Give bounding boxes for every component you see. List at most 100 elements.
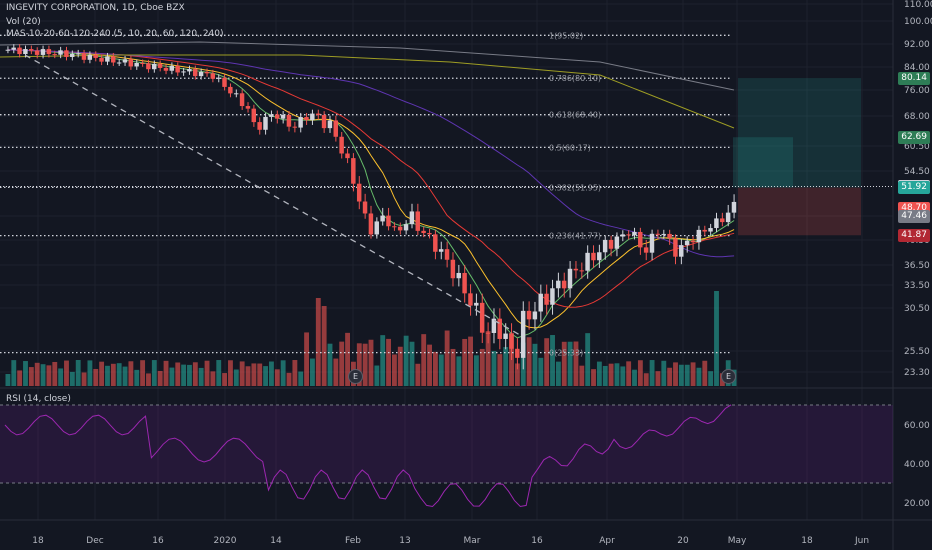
candle [485, 322, 491, 344]
volume-bar [75, 360, 81, 386]
candle [187, 65, 192, 75]
candle [93, 51, 98, 62]
volume-bar [468, 336, 473, 386]
earnings-marker-feb[interactable]: E [348, 369, 363, 384]
candle [228, 83, 233, 98]
volume-bar [614, 363, 620, 386]
volume-bar [473, 355, 479, 386]
rsi-axis: 60.00 40.00 20.00 [904, 421, 930, 509]
candle [638, 227, 643, 255]
candle [81, 49, 87, 64]
rsi-label: RSI (14, close) [6, 394, 71, 404]
candle [731, 194, 737, 219]
volume-bar [157, 370, 163, 386]
candle [368, 205, 374, 239]
volume-bar [555, 361, 561, 386]
price-axis-label: 30.50 [904, 304, 930, 314]
volume-bar [310, 358, 315, 386]
fib-level-label: 0.5(60.17) [549, 143, 591, 152]
volume-bar [110, 363, 116, 386]
candle [626, 230, 631, 240]
candle [421, 226, 426, 238]
price-axis-label: 110.00 [904, 0, 932, 10]
volume-bar [368, 339, 374, 386]
candle [544, 284, 549, 315]
chart-legend-title[interactable]: INGEVITY CORPORATION, 1D, Cboe BZX [6, 3, 191, 13]
time-axis[interactable]: 18 Dec 16 2020 14 Feb 13 Mar 16 Apr 20 May 18 Jun [32, 536, 869, 546]
candle [427, 228, 432, 239]
candle [673, 234, 678, 265]
trend-line[interactable] [24, 54, 521, 336]
candle [257, 117, 262, 135]
volume-bar [626, 361, 632, 386]
volume-bar [386, 338, 391, 386]
volume-bar [222, 373, 228, 386]
earnings-marker-may[interactable]: E [721, 369, 736, 384]
time-axis-label: Dec [86, 536, 103, 546]
volume-bar [708, 371, 714, 386]
volume-bar [585, 333, 591, 386]
candle [210, 69, 216, 83]
volume-bar [485, 331, 491, 386]
volume-bar [409, 341, 415, 386]
candle [345, 148, 350, 164]
candle [585, 245, 590, 279]
price-axis-label: 92.00 [904, 40, 930, 50]
volume-bar [105, 365, 110, 386]
target-zone[interactable] [733, 137, 793, 188]
candle [245, 102, 251, 113]
volume-bar [34, 362, 40, 386]
fibonacci-levels[interactable]: 1(95.02) 0.786(80.10) 0.618(68.40) 0.5(60.1… [0, 31, 732, 358]
candle [690, 236, 696, 250]
volume-bar [239, 361, 245, 386]
candle [216, 74, 221, 83]
loss-zone[interactable] [738, 187, 861, 236]
volume-bar [286, 372, 292, 386]
candle [339, 131, 344, 159]
candle [374, 217, 379, 239]
candle [462, 264, 467, 303]
volume-bar [52, 361, 58, 386]
candle [315, 109, 321, 120]
candle [87, 51, 93, 64]
profit-zone[interactable] [738, 78, 861, 188]
price-axis-label: 100.00 [904, 17, 932, 27]
candle [561, 272, 567, 298]
volume-legend[interactable]: Vol (20) [6, 17, 47, 27]
candle [403, 220, 409, 235]
candle [550, 279, 555, 315]
rsi-axis-label: 40.00 [904, 460, 930, 470]
volume-bar [608, 363, 614, 386]
candle [655, 229, 661, 239]
time-axis-label: 14 [270, 536, 282, 546]
volume-bar [87, 360, 93, 386]
candle [444, 241, 450, 268]
long-position-tool[interactable] [0, 78, 893, 236]
volume-bar [374, 365, 380, 386]
fib-level-label: 0.786(80.10) [549, 74, 601, 83]
candle [70, 50, 75, 61]
volume-bar [163, 360, 169, 386]
rsi-legend[interactable]: RSI (14, close) [6, 394, 77, 404]
volume-bar [23, 361, 28, 386]
volume-bar [380, 335, 386, 386]
volume-bar [503, 347, 509, 386]
candle [667, 229, 672, 245]
candle [397, 222, 403, 235]
candle [152, 60, 157, 73]
candle [169, 62, 175, 75]
volume-bar [204, 360, 210, 386]
volume-bar [251, 363, 257, 386]
volume-bar [151, 360, 157, 386]
candle [456, 264, 461, 287]
candle [64, 46, 69, 61]
rsi-pane [0, 404, 893, 508]
candle [263, 112, 268, 135]
volume-bar [345, 332, 351, 386]
volume-bar [550, 335, 555, 386]
ma-legend[interactable]: MAS-10-20-60-120-240 (5, 10, 20, 60, 120… [6, 29, 230, 39]
volume-bar [673, 362, 678, 386]
candle [298, 112, 303, 133]
volume-bar [421, 334, 427, 386]
